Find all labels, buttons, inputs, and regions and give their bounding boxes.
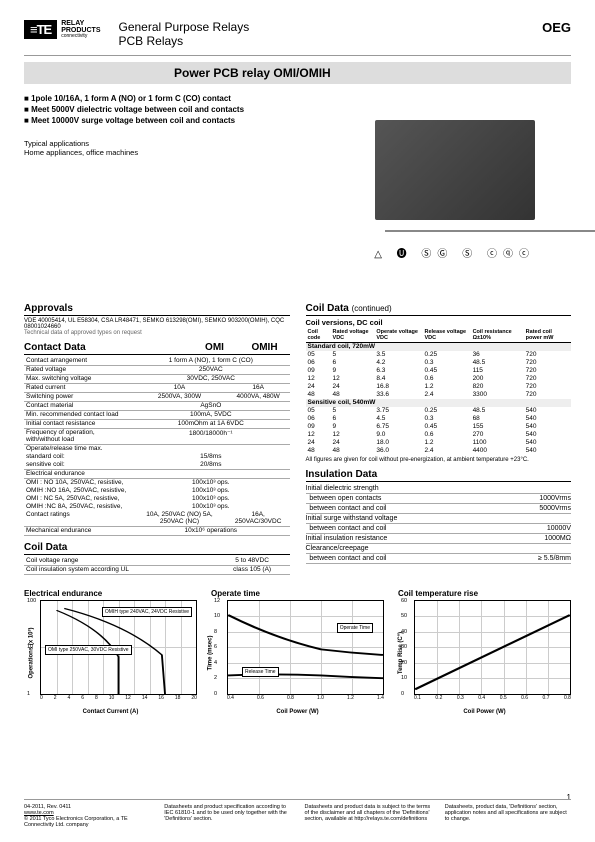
- header-cat1: General Purpose Relays: [118, 20, 524, 34]
- coil2-cont: (continued): [352, 304, 392, 313]
- chart1-title: Electrical endurance: [24, 589, 197, 598]
- contact-h: Contact Data OMI OMIH: [24, 342, 290, 355]
- insulation-rows: Initial dielectric strength between open…: [306, 484, 572, 564]
- chart3-ylabel: Temp Rise (C°): [398, 632, 404, 674]
- insulation-row: Initial dielectric strength: [306, 484, 572, 494]
- feature-item: 1pole 10/16A, 1 form A (NO) or 1 form C …: [24, 94, 571, 103]
- header-cat2: PCB Relays: [118, 34, 524, 48]
- chart2-xlabel: Coil Power (W): [211, 709, 384, 715]
- chart1-box: 110100 OMIH type 240VAC, 24VDC Resistive…: [40, 600, 197, 695]
- chart3-box: 0102030405060: [414, 600, 571, 695]
- chart1-xlabel: Contact Current (A): [24, 709, 197, 715]
- chart-operate: Operate time Time (msec) 024681012 Opera…: [211, 589, 384, 715]
- chart3-xlabel: Coil Power (W): [398, 709, 571, 715]
- chart2-ylabel: Time (msec): [207, 636, 213, 671]
- insulation-row: Initial insulation resistance1000MΩ: [306, 534, 572, 544]
- insulation-row: between contact and coil10000V: [306, 524, 572, 534]
- footer-col1: 04-2011, Rev. 0411 www.te.com © 2011 Tyc…: [24, 804, 150, 828]
- insulation-row: between contact and coil5000Vrms: [306, 504, 572, 514]
- chart-endurance: Electrical endurance Operations (x 10³) …: [24, 589, 197, 715]
- contact-h-label: Contact Data: [24, 342, 190, 353]
- footer-col2: Datasheets and product specification acc…: [164, 804, 290, 828]
- logo-connectivity: connectivity: [61, 34, 100, 39]
- chart2-title: Operate time: [211, 589, 384, 598]
- approvals-txt: VDE 40005414, UL E58304, CSA LR48471, SE…: [24, 318, 290, 330]
- page-header: ≡TE RELAY PRODUCTS connectivity General …: [24, 20, 571, 56]
- logo-relay: RELAY PRODUCTS: [61, 20, 100, 34]
- insulation-h: Insulation Data: [306, 469, 572, 482]
- insulation-row: Initial surge withstand voltage: [306, 514, 572, 524]
- certification-icons: △ 🅤 ⓈⒼ Ⓢ ⓒⓠⓒ: [374, 245, 535, 260]
- approvals-h: Approvals: [24, 303, 290, 316]
- charts-row: Electrical endurance Operations (x 10³) …: [24, 589, 571, 715]
- chart2-box: 024681012 Operate TimeRelease Time: [227, 600, 384, 695]
- te-logo: ≡TE RELAY PRODUCTS connectivity: [24, 20, 100, 39]
- approvals-note: Technical data of approved types on requ…: [24, 330, 290, 336]
- insulation-row: between open contacts1000Vrms: [306, 494, 572, 504]
- coil2-h-label: Coil Data: [306, 303, 349, 314]
- coil1-h: Coil Data: [24, 542, 290, 555]
- coil1-table: Coil voltage range5 to 48VDCCoil insulat…: [24, 557, 290, 575]
- logo-te: ≡TE: [24, 20, 57, 39]
- contact-col1: OMI: [190, 342, 240, 353]
- chart3-title: Coil temperature rise: [398, 589, 571, 598]
- footer-col3: Datasheets and product data is subject t…: [305, 804, 431, 828]
- product-title: Power PCB relay OMI/OMIH: [24, 62, 571, 84]
- footer-copyright: © 2011 Tyco Electronics Corporation, a T…: [24, 816, 150, 828]
- feature-item: Meet 5000V dielectric voltage between co…: [24, 105, 571, 114]
- contact-col2: OMIH: [240, 342, 290, 353]
- product-image: [375, 120, 535, 220]
- footer-col4: Datasheets, product data, 'Definitions' …: [445, 804, 571, 828]
- data-columns: Approvals VDE 40005414, UL E58304, CSA L…: [24, 297, 571, 575]
- chart-temprise: Coil temperature rise Temp Rise (C°) 010…: [398, 589, 571, 715]
- coil2-h: Coil Data (continued): [306, 303, 572, 316]
- coil2-table: Coil codeRated voltage VDCOperate voltag…: [306, 329, 572, 455]
- series-name: OEG: [542, 20, 571, 35]
- left-column: Approvals VDE 40005414, UL E58304, CSA L…: [24, 297, 290, 575]
- header-category: General Purpose Relays PCB Relays: [118, 20, 524, 49]
- right-column: Coil Data (continued) Coil versions, DC …: [306, 297, 572, 575]
- insulation-row: between contact and coil≥ 5.5/8mm: [306, 554, 572, 564]
- coil2-note: All figures are given for coil without p…: [306, 457, 572, 463]
- contact-table: Contact arrangement1 form A (NO), 1 form…: [24, 357, 290, 536]
- coil2-sub: Coil versions, DC coil: [306, 318, 572, 327]
- page-footer: 04-2011, Rev. 0411 www.te.com © 2011 Tyc…: [24, 799, 571, 828]
- chart1-ylabel: Operations (x 10³): [29, 628, 35, 679]
- insulation-row: Clearance/creepage: [306, 544, 572, 554]
